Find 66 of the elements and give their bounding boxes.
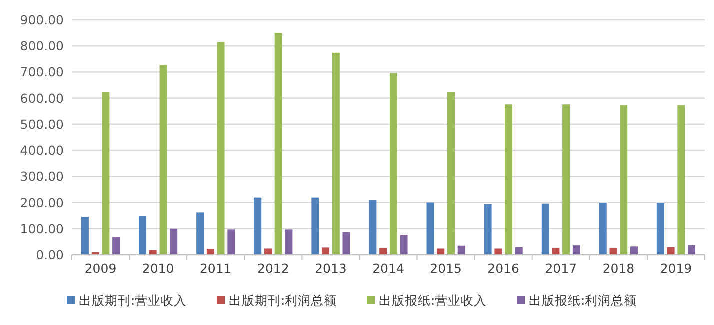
bar bbox=[678, 105, 686, 255]
bar bbox=[196, 212, 204, 255]
legend-label: 出版期刊:利润总额 bbox=[229, 293, 338, 308]
x-tick-label: 2016 bbox=[488, 261, 520, 276]
bar bbox=[342, 232, 350, 255]
bar bbox=[630, 246, 638, 255]
x-tick-label: 2012 bbox=[258, 261, 290, 276]
bar bbox=[285, 230, 293, 255]
bar bbox=[228, 230, 236, 255]
bar bbox=[81, 217, 89, 255]
bar bbox=[332, 52, 340, 255]
bar bbox=[447, 92, 455, 255]
x-tick-label: 2018 bbox=[602, 261, 635, 276]
bar bbox=[369, 200, 377, 255]
bar bbox=[437, 248, 445, 255]
bar bbox=[254, 198, 262, 255]
bar bbox=[656, 203, 664, 255]
x-tick-label: 2019 bbox=[660, 261, 692, 276]
bar bbox=[139, 216, 147, 255]
y-tick-label: 0.00 bbox=[36, 248, 64, 262]
x-tick-label: 2014 bbox=[372, 261, 404, 276]
bar bbox=[458, 246, 466, 255]
legend-label: 出版报纸:营业收入 bbox=[379, 293, 488, 308]
bar bbox=[170, 228, 178, 255]
y-tick-label: 200.00 bbox=[20, 195, 64, 210]
x-tick-label: 2015 bbox=[430, 261, 462, 276]
bar bbox=[380, 248, 388, 255]
bar bbox=[542, 204, 550, 255]
bar bbox=[515, 247, 523, 255]
bar bbox=[400, 235, 408, 255]
y-tick-label: 700.00 bbox=[20, 64, 64, 80]
legend-label: 出版报纸:利润总额 bbox=[529, 293, 638, 308]
bar bbox=[688, 245, 696, 255]
y-tick-label: 100.00 bbox=[20, 221, 64, 236]
bar bbox=[562, 104, 570, 255]
bar bbox=[484, 204, 492, 255]
bar bbox=[599, 203, 607, 255]
bar bbox=[505, 104, 513, 255]
bar bbox=[552, 248, 560, 255]
x-tick-label: 2009 bbox=[84, 261, 117, 276]
y-tick-label: 900.00 bbox=[20, 12, 64, 28]
x-tick-label: 2013 bbox=[315, 261, 347, 276]
bar bbox=[264, 248, 272, 255]
y-tick-label: 400.00 bbox=[20, 143, 64, 158]
bar bbox=[572, 246, 580, 255]
bar bbox=[620, 105, 628, 255]
x-tick-label: 2010 bbox=[142, 261, 174, 276]
bar bbox=[217, 42, 225, 255]
x-tick-label: 2011 bbox=[200, 261, 232, 276]
y-tick-label: 300.00 bbox=[20, 169, 64, 184]
bar bbox=[160, 65, 168, 255]
y-tick-label: 800.00 bbox=[20, 38, 64, 54]
x-tick-label: 2017 bbox=[545, 261, 578, 276]
bar bbox=[206, 248, 214, 255]
y-tick-label: 500.00 bbox=[20, 116, 64, 132]
bar bbox=[667, 247, 675, 255]
legend-label: 出版期刊:营业收入 bbox=[79, 293, 188, 308]
bar bbox=[274, 33, 282, 255]
bar bbox=[312, 198, 320, 255]
bar bbox=[390, 73, 398, 255]
bar bbox=[102, 92, 110, 255]
y-tick-label: 600.00 bbox=[20, 90, 64, 106]
bar bbox=[322, 248, 330, 255]
bar bbox=[494, 248, 502, 255]
bar bbox=[112, 236, 120, 255]
bar bbox=[426, 202, 434, 255]
